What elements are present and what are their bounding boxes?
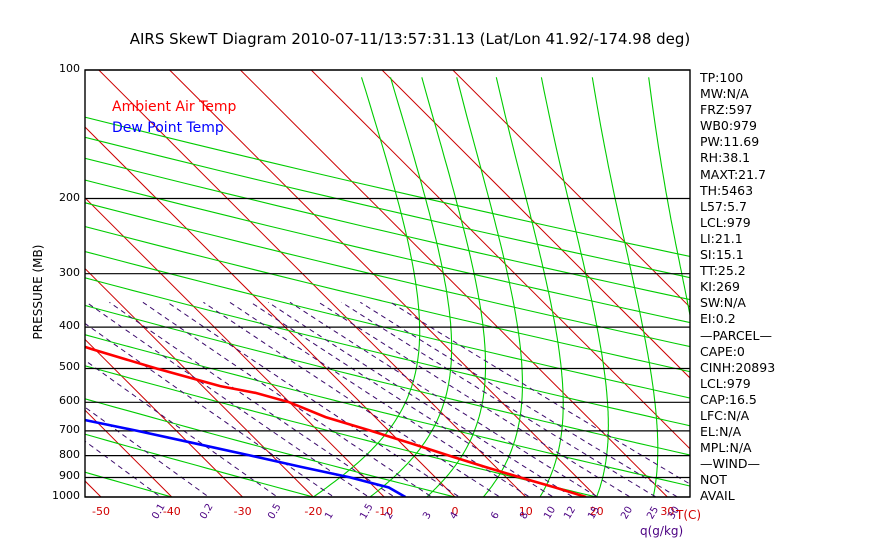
- panel-row: LCL:979: [700, 375, 751, 391]
- panel-row: LI:21.1: [700, 230, 743, 246]
- panel-row: NOT: [700, 472, 727, 488]
- pressure-tick-300: 300: [59, 265, 80, 279]
- panel-row: FRZ:597: [700, 102, 753, 118]
- sounding-indices-panel: TP:100 MW:N/A FRZ:597 WB0:979 PW:11.69 RH:38.…: [700, 70, 868, 505]
- legend-dew-point-temp: Dew Point Temp: [112, 120, 224, 136]
- panel-row: TP:100: [700, 70, 744, 85]
- bottom-temp-tick--10: -10: [375, 505, 394, 518]
- panel-row: LFC:N/A: [700, 407, 750, 423]
- panel-row: KI:269: [700, 279, 740, 295]
- pressure-tick-400: 400: [59, 319, 80, 333]
- panel-row: CINH:20893: [700, 359, 776, 375]
- panel-row: MPL:N/A: [700, 440, 752, 456]
- panel-row: SI:15.1: [700, 247, 744, 263]
- panel-row: TT:25.2: [700, 263, 746, 279]
- bottom-temp-tick--20: -20: [304, 505, 323, 518]
- panel-row: MW:N/A: [700, 86, 749, 102]
- pressure-axis-title: PRESSURE (MB): [31, 244, 45, 340]
- background-gridlines: [85, 70, 690, 497]
- panel-row: L57:5.7: [700, 198, 747, 214]
- panel-row: TH:5463: [700, 182, 754, 198]
- panel-row: CAP:16.5: [700, 391, 757, 407]
- panel-row: WB0:979: [700, 118, 757, 134]
- panel-row: AVAIL: [700, 488, 735, 504]
- panel-row: SW:N/A: [700, 295, 746, 311]
- panel-row: —PARCEL—: [700, 327, 772, 343]
- page-title: AIRS SkewT Diagram 2010-07-11/13:57:31.1…: [129, 30, 691, 48]
- pressure-tick-900: 900: [59, 469, 80, 483]
- bottom-temp-tick--30: -30: [233, 505, 252, 518]
- sounding-curves: [85, 345, 587, 497]
- panel-row: RH:38.1: [700, 150, 751, 166]
- panel-row: CAPE:0: [700, 343, 745, 359]
- pressure-tick-1000: 1000: [52, 489, 80, 502]
- bottom-temp-tick-0: 0: [451, 505, 459, 518]
- mixing-ratio-axis-title: q(g/kg): [640, 524, 684, 538]
- bottom-temp-tick-20: 20: [589, 505, 604, 518]
- temperature-axis-title: T(C): [676, 508, 702, 522]
- pressure-tick-500: 500: [59, 360, 80, 374]
- panel-row: MAXT:21.7: [700, 166, 766, 182]
- bottom-temp-tick-10: 10: [518, 505, 533, 518]
- panel-row: —WIND—: [700, 456, 761, 472]
- pressure-tick-200: 200: [59, 190, 80, 204]
- legend-ambient-air-temp: Ambient Air Temp: [112, 99, 237, 115]
- bottom-temp-tick--40: -40: [162, 505, 181, 518]
- panel-row: EL:N/A: [700, 424, 742, 440]
- plot-border: [84, 69, 691, 498]
- pressure-tick-800: 800: [59, 447, 80, 461]
- panel-row: EI:0.2: [700, 311, 736, 327]
- pressure-tick-100: 100: [59, 62, 80, 75]
- panel-row: LCL:979: [700, 214, 751, 230]
- bottom-temp-tick-30: 30: [660, 505, 675, 518]
- bottom-temp-tick--50: -50: [92, 505, 110, 518]
- pressure-tick-600: 600: [59, 394, 80, 408]
- pressure-tick-700: 700: [59, 422, 80, 436]
- panel-row: PW:11.69: [700, 134, 760, 150]
